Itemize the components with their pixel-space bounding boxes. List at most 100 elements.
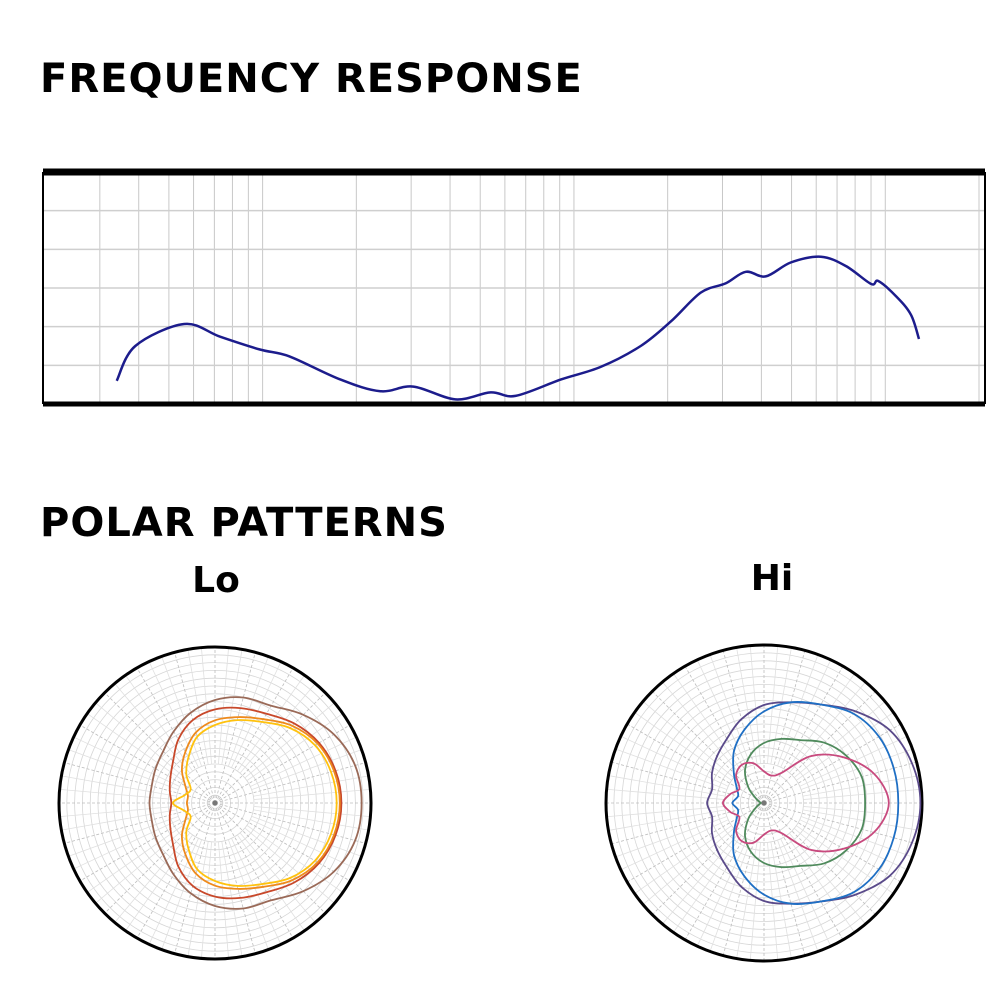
polar-ring bbox=[159, 748, 270, 859]
polar-spoke bbox=[786, 673, 855, 771]
polar-spoke bbox=[615, 748, 728, 790]
polar-spoke bbox=[218, 841, 229, 959]
polar-spoke bbox=[763, 802, 806, 956]
polar-spoke bbox=[662, 681, 739, 773]
polar-spoke bbox=[608, 809, 726, 831]
polar-spoke bbox=[749, 645, 761, 764]
polar-ring bbox=[724, 763, 804, 843]
polar-spoke bbox=[615, 816, 728, 858]
polar-ring bbox=[175, 763, 255, 843]
polar-spoke bbox=[214, 802, 351, 882]
polar-spoke bbox=[136, 667, 216, 804]
polar-ring bbox=[739, 778, 789, 828]
polar-ring bbox=[700, 739, 828, 867]
polar-spoke bbox=[250, 819, 357, 870]
polar-spoke bbox=[763, 650, 806, 804]
polar-spoke bbox=[244, 702, 335, 779]
polar-spoke bbox=[125, 674, 193, 772]
polar-pattern-curve bbox=[148, 696, 363, 910]
polar-spoke bbox=[673, 673, 742, 771]
frequency-response-chart bbox=[42, 168, 986, 407]
polar-spoke bbox=[763, 665, 844, 804]
polar-spoke bbox=[777, 839, 819, 952]
polar-spoke bbox=[794, 701, 886, 778]
polar-spoke bbox=[59, 789, 177, 800]
polar-spoke bbox=[789, 833, 866, 925]
polar-outer-ring bbox=[57, 645, 373, 961]
polar-spoke bbox=[673, 835, 742, 933]
polar-spoke bbox=[803, 788, 922, 800]
polar-spoke bbox=[620, 735, 729, 787]
polar-spoke bbox=[227, 839, 269, 950]
polar-spoke bbox=[86, 825, 184, 893]
polar-spoke bbox=[767, 645, 779, 764]
polar-spoke bbox=[253, 789, 371, 800]
polar-spoke bbox=[780, 838, 832, 947]
polar-spoke bbox=[662, 833, 739, 925]
polar-spoke bbox=[789, 681, 866, 773]
polar-spoke bbox=[253, 775, 369, 797]
polar-spoke bbox=[239, 832, 316, 923]
polar-spoke bbox=[642, 828, 734, 905]
polar-spoke bbox=[201, 647, 212, 765]
polar-spoke bbox=[250, 736, 357, 787]
polar-spoke bbox=[651, 690, 765, 804]
polar-spoke bbox=[231, 661, 282, 768]
polar-spoke bbox=[214, 724, 351, 804]
frequency-response-heading: FREQUENCY RESPONSE bbox=[40, 56, 583, 102]
polar-spoke bbox=[114, 832, 191, 923]
polar-spoke bbox=[214, 802, 366, 844]
polar-spoke bbox=[251, 749, 362, 791]
polar-spoke bbox=[780, 659, 832, 768]
polar-pattern-curve bbox=[744, 737, 867, 869]
polar-spoke bbox=[626, 723, 765, 804]
polar-spoke bbox=[777, 654, 819, 767]
polar-spoke bbox=[736, 647, 758, 765]
polar-ring bbox=[684, 723, 844, 883]
polar-spoke bbox=[95, 827, 186, 904]
polar-spoke bbox=[214, 802, 326, 914]
polar-spoke bbox=[231, 838, 282, 945]
polar-spoke bbox=[802, 809, 920, 831]
polar-ring bbox=[105, 693, 325, 913]
polar-spoke bbox=[749, 842, 761, 961]
polar-spoke bbox=[606, 788, 725, 800]
polar-spoke bbox=[786, 835, 855, 933]
polar-ring bbox=[668, 707, 860, 899]
polar-spoke bbox=[251, 815, 362, 857]
polar-spoke bbox=[626, 802, 765, 883]
polar-spoke bbox=[61, 775, 177, 797]
polar-spoke bbox=[227, 656, 269, 767]
polar-spoke bbox=[61, 809, 177, 831]
polar-spoke bbox=[709, 654, 751, 767]
polar-patterns-heading: POLAR PATTERNS bbox=[40, 500, 448, 546]
polar-spoke bbox=[796, 712, 894, 781]
polar-spoke bbox=[59, 806, 177, 817]
polar-spoke bbox=[174, 652, 216, 804]
hi-polar-chart bbox=[604, 643, 924, 963]
polar-spoke bbox=[73, 736, 180, 787]
polar-center bbox=[212, 800, 218, 806]
polar-spoke bbox=[214, 802, 294, 939]
polar-spoke bbox=[722, 650, 765, 804]
polar-ring bbox=[645, 684, 883, 922]
polar-spoke bbox=[763, 723, 902, 804]
polar-spoke bbox=[767, 842, 779, 961]
polar-spoke bbox=[214, 652, 256, 804]
polar-spoke bbox=[763, 761, 917, 804]
polar-spoke bbox=[253, 809, 369, 831]
polar-spoke bbox=[136, 802, 216, 939]
polar-spoke bbox=[244, 827, 335, 904]
polar-spoke bbox=[201, 841, 212, 959]
polar-spoke bbox=[161, 656, 203, 767]
polar-spoke bbox=[763, 802, 917, 845]
polar-spoke bbox=[794, 828, 886, 905]
polar-spoke bbox=[68, 815, 179, 857]
polar-spoke bbox=[214, 802, 256, 954]
polar-spoke bbox=[214, 762, 366, 804]
polar-ring bbox=[66, 654, 364, 952]
polar-pattern-curve bbox=[168, 706, 343, 900]
polar-spoke bbox=[214, 667, 294, 804]
polar-spoke bbox=[642, 701, 734, 778]
